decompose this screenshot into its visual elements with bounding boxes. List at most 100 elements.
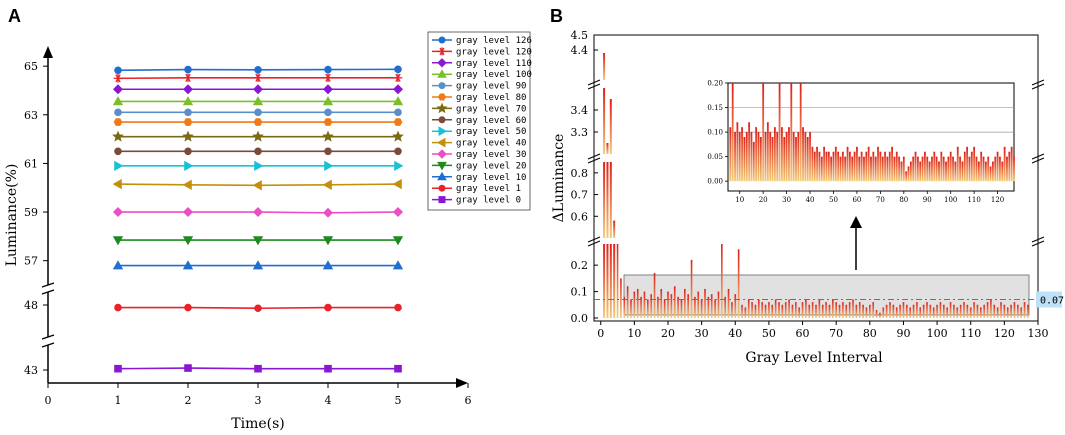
inset-bar <box>966 146 969 182</box>
panel-a-y-tick-label: 57 <box>24 255 38 268</box>
data-point <box>184 364 192 372</box>
panel-b-x-tick-label: 80 <box>863 327 877 340</box>
legend-entry: gray level 0 <box>432 196 521 206</box>
axis-break-mark <box>1031 157 1045 164</box>
bar <box>919 307 922 318</box>
bar <box>986 302 989 318</box>
legend-label: gray level 1 <box>456 184 521 194</box>
axis-break-mark <box>587 79 601 86</box>
bar <box>963 302 965 318</box>
bar <box>1013 302 1016 318</box>
inset-bar <box>750 132 753 182</box>
panel-b-x-title: Gray Level Interval <box>745 350 883 366</box>
reference-label-text: 0.07 <box>1040 296 1064 307</box>
bar <box>1000 302 1002 318</box>
inset-bar <box>954 161 957 182</box>
data-point <box>437 58 447 68</box>
inset-x-tick-label: 110 <box>967 196 980 204</box>
bar <box>768 302 770 318</box>
legend-entry: gray level 90 <box>432 82 526 92</box>
panel-a-x-tick-label: 5 <box>395 394 402 407</box>
inset-bar <box>931 156 933 182</box>
axis-break-gap <box>596 238 1036 244</box>
bar <box>808 304 811 318</box>
data-point <box>324 65 332 74</box>
data-point <box>323 118 333 126</box>
data-point <box>437 171 447 181</box>
panel-b-y-tick-label: 0.7 <box>571 189 589 202</box>
panel-a-x-tick-label: 2 <box>185 394 192 407</box>
bar <box>687 294 689 318</box>
inset-bar <box>977 161 980 182</box>
data-point <box>322 236 334 246</box>
data-point <box>112 96 124 106</box>
panel-label-a: A <box>8 6 21 26</box>
bar <box>734 294 737 318</box>
data-point <box>324 364 332 373</box>
legend-label: gray level 20 <box>456 161 526 171</box>
legend-entry: gray level 30 <box>432 149 526 160</box>
bar <box>892 304 895 318</box>
inset-bar <box>1003 146 1006 182</box>
inset-bar <box>825 151 828 182</box>
inset-x-tick-label: 60 <box>852 196 861 204</box>
bar <box>623 296 626 318</box>
inset-bar <box>1010 146 1013 182</box>
inset-bar <box>888 151 891 182</box>
legend-entry: gray level 1 <box>432 184 521 194</box>
panel-b-y-title: ΔLuminance <box>551 134 567 223</box>
bar <box>1023 302 1026 318</box>
bar <box>714 299 716 318</box>
inset-bar <box>945 161 947 182</box>
data-point <box>114 364 122 373</box>
legend-label: gray level 0 <box>456 196 521 206</box>
bar <box>976 304 979 318</box>
bar <box>626 286 629 318</box>
inset-bar <box>764 132 767 182</box>
panel-a-y-tick-label: 43 <box>24 364 38 377</box>
series-line <box>114 364 402 373</box>
bar <box>811 302 814 318</box>
bar <box>680 299 683 318</box>
panel-a-x-tick-label: 0 <box>45 394 52 407</box>
panel-b-x-tick-label: 70 <box>829 327 843 340</box>
data-point <box>114 303 122 312</box>
inset-bar <box>909 161 912 182</box>
inset-bar <box>1008 151 1011 182</box>
series-line <box>112 178 402 191</box>
panel-a-y-tick-label: 63 <box>24 109 38 122</box>
data-point <box>182 207 194 218</box>
inset-bar <box>734 132 736 182</box>
data-point <box>392 130 404 142</box>
inset-bar <box>759 137 762 182</box>
series-line <box>114 160 404 172</box>
series-line <box>114 65 402 75</box>
bar <box>832 299 834 318</box>
bar <box>926 302 928 318</box>
data-point <box>393 118 403 126</box>
inset-bar <box>799 83 802 182</box>
bar <box>778 302 780 318</box>
axis-break-mark <box>1031 240 1045 247</box>
axis-break-mark <box>587 153 601 160</box>
bar <box>862 304 864 318</box>
inset-bar <box>792 132 795 182</box>
panel-a-x-tick-label: 4 <box>325 394 332 407</box>
data-point <box>438 126 448 137</box>
inset-bar <box>858 156 861 182</box>
data-point <box>324 108 332 117</box>
bar <box>620 278 622 318</box>
inset-bar <box>844 156 847 182</box>
data-point <box>436 102 448 114</box>
inset-bar <box>795 137 797 182</box>
inset-bar <box>928 161 931 182</box>
data-point <box>112 207 124 218</box>
inset-bar <box>738 132 741 182</box>
inset-x-tick-label: 30 <box>782 196 791 204</box>
bar <box>613 220 616 238</box>
legend-entry: gray level 120 <box>432 47 532 57</box>
bar <box>858 302 861 318</box>
panel-b-x-tick-label: 50 <box>762 327 776 340</box>
bar <box>640 296 642 318</box>
